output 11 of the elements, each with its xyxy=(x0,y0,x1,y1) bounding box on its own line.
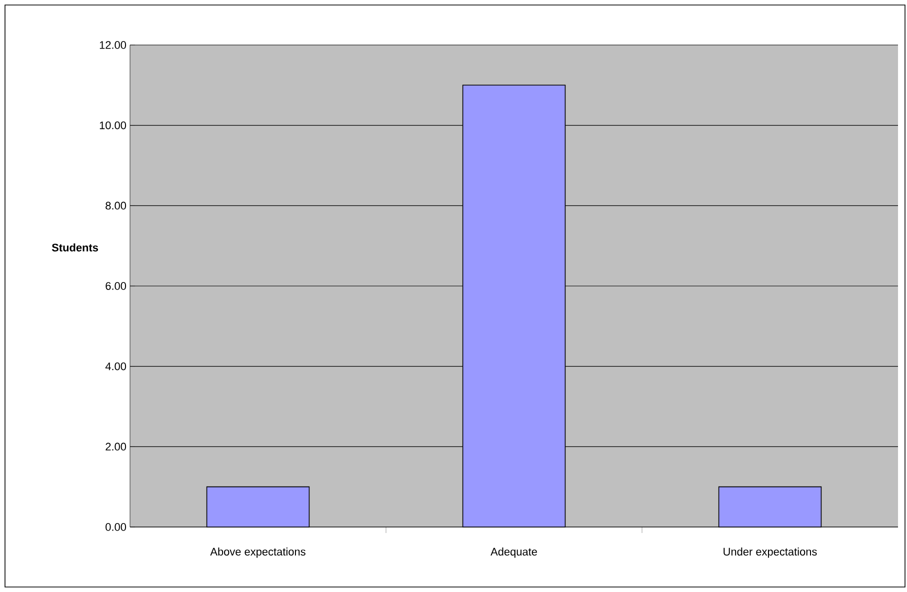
y-tick-label: 6.00 xyxy=(106,282,126,290)
x-tick-label: Adequate xyxy=(490,548,537,558)
y-tick-label: 8.00 xyxy=(106,202,126,210)
y-tick-label: 4.00 xyxy=(105,362,126,370)
y-tick-label: 0.00 xyxy=(106,523,126,531)
y-tick-label: 10.00 xyxy=(100,121,126,130)
x-tick-label: Above expectations xyxy=(210,548,306,558)
x-tick-label: Under expectations xyxy=(724,548,817,558)
y-tick-label: 12.00 xyxy=(100,41,126,49)
y-tick-label: 2.00 xyxy=(106,442,126,451)
y-axis-title: Students xyxy=(52,243,98,252)
